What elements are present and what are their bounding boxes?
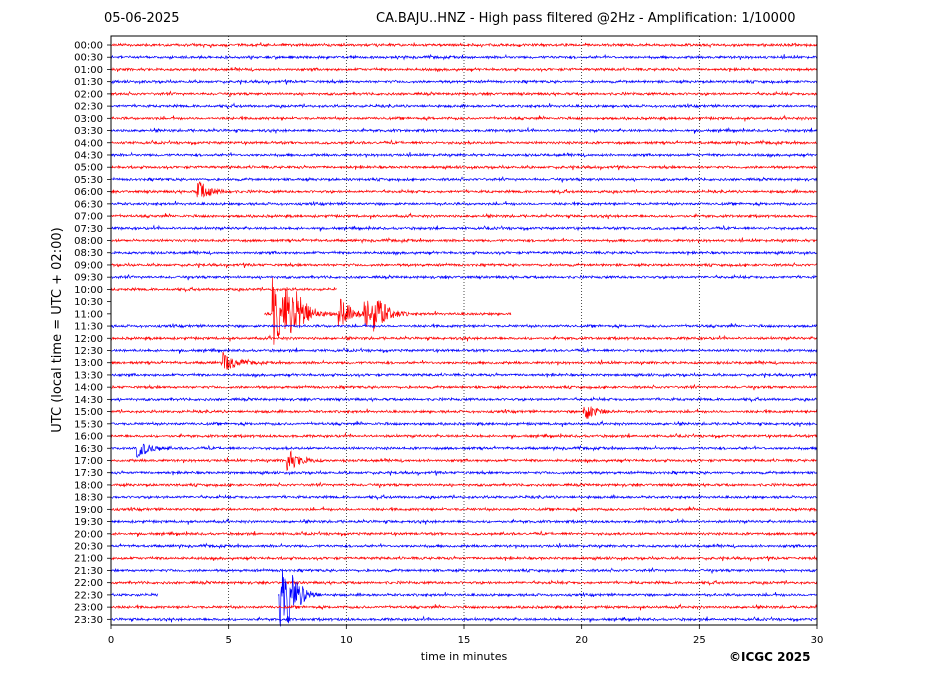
y-tick-label: 17:00 (74, 456, 103, 467)
trace-1130 (110, 323, 818, 329)
y-tick-label: 11:30 (74, 322, 103, 333)
y-tick-label: 17:30 (74, 468, 103, 479)
y-tick-label: 23:30 (74, 615, 103, 626)
y-tick-label: 01:00 (74, 65, 103, 76)
y-tick-label: 12:30 (74, 346, 103, 357)
trace-1200 (110, 334, 818, 342)
y-tick-label: 07:00 (74, 212, 103, 223)
chart-date: 05-06-2025 (104, 11, 180, 26)
y-tick-label: 14:30 (74, 395, 103, 406)
y-tick-label: 04:30 (74, 150, 103, 161)
x-axis: 0 5 10 15 20 25 30 (108, 625, 824, 646)
y-tick-label: 19:30 (74, 517, 103, 528)
trace-1000 (110, 286, 337, 293)
y-tick-label: 02:30 (74, 102, 103, 113)
chart-title: CA.BAJU..HNZ - High pass filtered @2Hz -… (376, 11, 796, 26)
y-tick-label: 12:00 (74, 334, 103, 345)
trace-1100 (264, 277, 512, 345)
y-tick-label: 14:00 (74, 383, 103, 394)
y-tick-label: 19:00 (74, 505, 103, 516)
y-tick-label: 08:30 (74, 248, 103, 259)
y-tick-label: 05:00 (74, 163, 103, 174)
y-tick-label: 22:30 (74, 590, 103, 601)
y-tick-label: 21:30 (74, 566, 103, 577)
y-tick-label: 18:30 (74, 493, 103, 504)
x-tick-label: 15 (458, 635, 471, 646)
y-tick-label: 18:00 (74, 480, 103, 491)
y-tick-label: 21:00 (74, 554, 103, 565)
y-tick-label: 09:30 (74, 273, 103, 284)
trace-0830 (110, 249, 818, 256)
gridline-group (228, 36, 700, 625)
y-tick-label: 16:00 (74, 432, 103, 443)
trace-0500 (110, 164, 818, 171)
y-tick-label: 23:00 (74, 603, 103, 614)
x-tick-label: 0 (108, 635, 114, 646)
trace-1700 (110, 450, 818, 472)
y-tick-label: 15:00 (74, 407, 103, 418)
trace-0230 (110, 102, 818, 110)
y-tick-label: 13:00 (74, 358, 103, 369)
y-tick-label: 09:00 (74, 260, 103, 271)
y-tick-label: 02:00 (74, 89, 103, 100)
y-tick-label: 01:30 (74, 77, 103, 88)
y-tick-label: 00:30 (74, 53, 103, 64)
y-tick-label: 15:30 (74, 419, 103, 430)
y-tick-label: 03:30 (74, 126, 103, 137)
trace-1300 (110, 351, 818, 370)
copyright-notice: ©ICGC 2025 (729, 650, 811, 664)
y-axis-label: UTC (local time = UTC + 02:00) (50, 227, 65, 432)
trace-0330 (110, 126, 818, 134)
y-tick-label: 20:30 (74, 542, 103, 553)
trace-0000 (110, 42, 818, 49)
y-tick-label: 03:00 (74, 114, 103, 125)
x-tick-label: 25 (693, 635, 706, 646)
x-tick-label: 10 (340, 635, 353, 646)
trace-0400 (110, 139, 818, 147)
y-tick-label: 00:00 (74, 41, 103, 52)
y-tick-label: 10:30 (74, 297, 103, 308)
trace-0300 (110, 114, 818, 122)
x-tick-label: 20 (575, 635, 588, 646)
x-axis-label: time in minutes (421, 650, 508, 663)
trace-1730 (110, 469, 818, 477)
y-tick-label: 20:00 (74, 529, 103, 540)
y-tick-label: 22:00 (74, 578, 103, 589)
y-tick-label: 16:30 (74, 444, 103, 455)
trace-2200 (110, 579, 818, 586)
x-tick-label: 5 (225, 635, 231, 646)
y-tick-label: 08:00 (74, 236, 103, 247)
trace-2230 (110, 568, 818, 627)
y-tick-label: 13:30 (74, 370, 103, 381)
trace-1830 (110, 493, 818, 501)
y-tick-label: 06:00 (74, 187, 103, 198)
y-tick-label: 07:30 (74, 224, 103, 235)
y-tick-label: 05:30 (74, 175, 103, 186)
y-tick-label: 06:30 (74, 199, 103, 210)
x-tick-label: 30 (811, 635, 824, 646)
y-tick-label: 11:00 (74, 309, 103, 320)
y-tick-label: 04:00 (74, 138, 103, 149)
y-tick-label: 10:00 (74, 285, 103, 296)
